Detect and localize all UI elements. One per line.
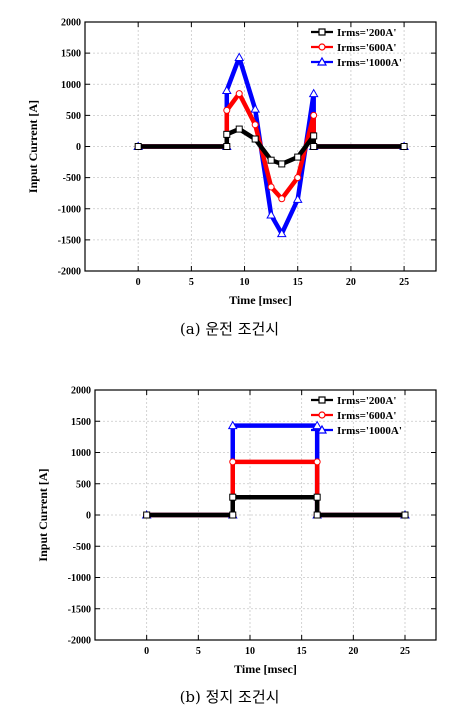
series-1-point-3 [313, 458, 321, 466]
series-0-point-5 [401, 511, 409, 519]
series-0-point-9 [310, 143, 318, 150]
x-tick-label-3: 15 [297, 646, 307, 657]
x-tick-label-0: 0 [136, 277, 141, 288]
legend-marker-circle [318, 43, 326, 51]
series-0-point-7 [294, 153, 302, 161]
y-tick-label-4: 0 [86, 511, 91, 522]
legend-marker-triangle [316, 424, 328, 434]
x-tick-label-4: 20 [346, 277, 356, 288]
chart-panel-b: -2000 -1500 -1000 -500 0 500 1000 1500 2000 0 5 10 1… [36, 386, 437, 676]
x-tick-label-2: 10 [245, 646, 255, 657]
series-1-point-5 [267, 183, 275, 191]
y-tick-label-6: 1000 [71, 448, 91, 459]
series-0-point-8 [310, 132, 318, 140]
series-0-point-4 [313, 511, 321, 519]
legend-label: Irms='600A' [337, 42, 396, 54]
legend-label: Irms='200A' [337, 395, 396, 407]
series-0-point-0 [143, 511, 151, 519]
series-0-point-1 [229, 511, 237, 519]
caption-panel-a: (a) 운전 조건시 [179, 320, 280, 338]
y-tick-label-8: 2000 [61, 18, 81, 29]
y-tick-label-8: 2000 [71, 386, 91, 397]
x-tick-label-2: 10 [240, 277, 250, 288]
x-tick-label-1: 5 [196, 646, 201, 657]
series-0-point-4 [251, 135, 259, 143]
legend-entry-0: Irms='200A' [311, 395, 396, 407]
series-1-point-7 [294, 174, 302, 182]
x-tick-label-5: 25 [399, 277, 409, 288]
series-0-point-2 [223, 130, 231, 138]
legend-label: Irms='200A' [337, 27, 396, 39]
series-1-point-2 [229, 458, 237, 466]
series-line-1 [146, 459, 405, 518]
y-tick-label-3: -500 [73, 542, 91, 553]
y-tick-label-0: -2000 [58, 267, 81, 278]
x-axis-title: Time [msec] [229, 293, 292, 307]
series-2-point-5 [266, 209, 276, 219]
series-2-point-2 [227, 420, 238, 430]
y-tick-label-7: 1500 [61, 49, 81, 60]
y-tick-label-5: 500 [66, 111, 81, 122]
y-tick-label-1: -1500 [68, 604, 91, 615]
legend-marker-circle [318, 411, 326, 419]
series-1-point-8 [310, 111, 318, 119]
series-1-point-2 [223, 106, 231, 114]
legend-entry-0: Irms='200A' [311, 27, 396, 39]
series-1-point-4 [251, 121, 259, 129]
series-0-point-5 [267, 156, 275, 164]
y-tick-label-2: -1000 [68, 573, 91, 584]
legend-label: Irms='1000A' [337, 57, 402, 69]
series-0-point-3 [235, 125, 243, 133]
series-0-point-2 [229, 493, 237, 501]
legend-marker-triangle [316, 56, 328, 66]
series-2-point-8 [308, 88, 319, 98]
x-tick-label-4: 20 [348, 646, 358, 657]
x-tick-label-0: 0 [144, 646, 149, 657]
legend-entry-1: Irms='600A' [311, 42, 396, 54]
series-2-point-3 [234, 52, 245, 61]
legend-label: Irms='600A' [337, 410, 396, 422]
y-tick-label-0: -2000 [68, 636, 91, 647]
legend-entry-2: Irms='1000A' [311, 56, 402, 69]
x-axis-title: Time [msec] [234, 662, 297, 676]
series-2-point-3 [312, 420, 323, 430]
legend-entry-2: Irms='1000A' [311, 424, 402, 437]
y-tick-label-4: 0 [76, 142, 81, 153]
chart-panel-a: -2000 -1500 -1000 -500 0 500 1000 1500 2000 0 5 10 1… [26, 18, 437, 307]
legend-marker-square [318, 396, 326, 404]
series-2-point-7 [292, 194, 303, 203]
x-tick-label-3: 15 [293, 277, 303, 288]
series-0-point-3 [313, 493, 321, 501]
y-tick-label-5: 500 [76, 479, 91, 490]
y-tick-label-3: -500 [63, 173, 81, 184]
x-tick-label-5: 25 [400, 646, 410, 657]
x-tick-label-1: 5 [189, 277, 194, 288]
series-line-0 [146, 494, 405, 518]
series-1-point-6 [278, 195, 286, 203]
caption-panel-b: (b) 정지 조건시 [179, 688, 280, 706]
series-0-point-10 [400, 143, 408, 150]
series-2-point-6 [276, 228, 287, 238]
series-line-2 [146, 423, 405, 518]
legend-marker-square [318, 28, 326, 36]
series-2-point-2 [221, 85, 232, 94]
y-axis-title: Input Current [A] [36, 468, 50, 561]
series-1-point-3 [235, 90, 243, 98]
series-0-point-0 [134, 143, 142, 150]
series-0-point-6 [278, 160, 286, 168]
y-tick-label-1: -1500 [58, 235, 81, 246]
y-tick-label-2: -1000 [58, 204, 81, 215]
legend-label: Irms='1000A' [337, 425, 402, 437]
series-2-point-4 [250, 104, 261, 113]
y-axis-title: Input Current [A] [26, 100, 40, 193]
y-tick-label-7: 1500 [71, 417, 91, 428]
y-tick-label-6: 1000 [61, 80, 81, 91]
series-0-point-1 [223, 143, 231, 150]
legend-entry-1: Irms='600A' [311, 410, 396, 422]
